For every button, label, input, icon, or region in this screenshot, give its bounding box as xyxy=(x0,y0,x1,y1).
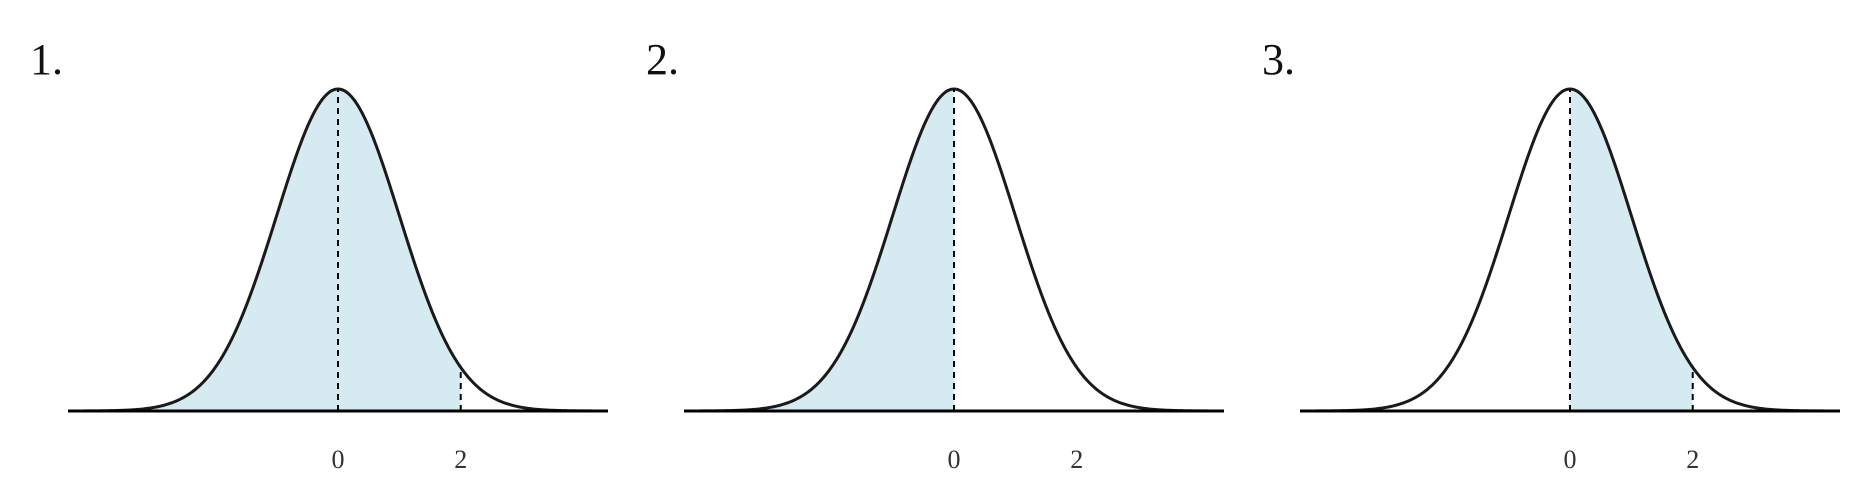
tick-label: 0 xyxy=(332,445,345,474)
tick-label: 2 xyxy=(454,445,467,474)
shaded-area xyxy=(1570,89,1693,411)
tick-label: 2 xyxy=(1070,445,1083,474)
panel-label: 2. xyxy=(646,35,679,84)
tick-label: 0 xyxy=(948,445,961,474)
tick-label: 0 xyxy=(1564,445,1577,474)
panel-label: 1. xyxy=(30,35,63,84)
panel-label: 3. xyxy=(1262,35,1295,84)
shaded-area xyxy=(68,89,461,411)
tick-label: 2 xyxy=(1686,445,1699,474)
shaded-area xyxy=(684,89,954,411)
